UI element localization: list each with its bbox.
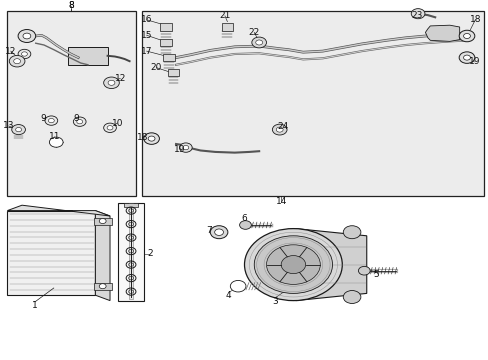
Circle shape [179, 143, 192, 152]
Circle shape [73, 117, 86, 126]
Text: 19: 19 [468, 57, 479, 66]
Circle shape [18, 30, 36, 42]
Circle shape [458, 52, 474, 63]
Circle shape [244, 229, 342, 301]
Text: 10: 10 [111, 118, 123, 127]
Text: 9: 9 [40, 113, 46, 122]
Circle shape [77, 120, 82, 124]
Circle shape [255, 40, 262, 45]
Circle shape [410, 9, 424, 19]
Circle shape [230, 280, 245, 292]
Text: 20: 20 [150, 63, 162, 72]
Bar [7, 11, 136, 196]
Circle shape [343, 226, 360, 239]
Circle shape [210, 226, 227, 239]
Text: 22: 22 [248, 28, 260, 37]
Text: 24: 24 [276, 122, 288, 131]
Text: 19: 19 [174, 145, 185, 154]
Circle shape [45, 116, 58, 125]
Circle shape [99, 284, 106, 289]
Text: 23: 23 [410, 12, 422, 21]
Polygon shape [7, 205, 110, 216]
Text: 12: 12 [5, 46, 17, 55]
Circle shape [103, 77, 119, 89]
Bar [160, 39, 172, 46]
Circle shape [281, 256, 305, 274]
Circle shape [458, 30, 474, 42]
Circle shape [463, 33, 469, 39]
Circle shape [49, 137, 63, 147]
Circle shape [14, 59, 20, 64]
Text: 13: 13 [3, 122, 15, 130]
Polygon shape [425, 25, 459, 41]
Circle shape [21, 52, 27, 56]
Polygon shape [95, 211, 110, 301]
Circle shape [12, 125, 25, 135]
Text: 9: 9 [73, 113, 79, 122]
Circle shape [48, 118, 54, 123]
Circle shape [239, 221, 251, 229]
Bar [94, 283, 112, 290]
Circle shape [9, 55, 25, 67]
Circle shape [18, 49, 31, 59]
Circle shape [103, 123, 116, 132]
Circle shape [254, 236, 332, 293]
Text: 3: 3 [271, 297, 277, 306]
Circle shape [107, 126, 113, 130]
Circle shape [358, 266, 369, 275]
Text: 15: 15 [141, 31, 152, 40]
Circle shape [183, 145, 188, 150]
Text: 2: 2 [147, 249, 153, 258]
Bar [142, 11, 483, 196]
Circle shape [251, 37, 266, 48]
Polygon shape [295, 229, 366, 301]
Circle shape [343, 291, 360, 303]
Circle shape [108, 80, 115, 85]
Bar [163, 54, 174, 61]
Text: 12: 12 [114, 74, 126, 83]
Text: 8: 8 [68, 1, 74, 10]
Circle shape [463, 55, 469, 60]
Circle shape [99, 219, 106, 224]
Bar [94, 218, 112, 225]
Text: 17: 17 [141, 46, 152, 55]
Text: 1: 1 [32, 301, 38, 310]
Polygon shape [7, 211, 95, 295]
Bar [124, 203, 138, 207]
Text: 4: 4 [225, 291, 231, 300]
Circle shape [272, 124, 286, 135]
Circle shape [16, 127, 21, 132]
Bar [68, 47, 107, 65]
Bar [160, 23, 172, 31]
Text: 18: 18 [468, 15, 480, 24]
Text: 16: 16 [141, 15, 152, 24]
Circle shape [148, 136, 155, 141]
Text: 5: 5 [373, 270, 379, 279]
Text: 8: 8 [68, 1, 74, 10]
Circle shape [214, 229, 223, 235]
Text: 14: 14 [275, 197, 286, 206]
Bar [221, 23, 233, 31]
Text: 6: 6 [241, 214, 247, 223]
Text: 11: 11 [49, 132, 61, 141]
Bar [118, 203, 143, 301]
Circle shape [266, 245, 320, 284]
Bar [167, 69, 179, 76]
Text: 18: 18 [137, 133, 148, 142]
Text: 21: 21 [219, 12, 230, 21]
Text: 7: 7 [206, 226, 212, 235]
Circle shape [143, 133, 159, 144]
Circle shape [23, 33, 31, 39]
Circle shape [276, 127, 283, 132]
